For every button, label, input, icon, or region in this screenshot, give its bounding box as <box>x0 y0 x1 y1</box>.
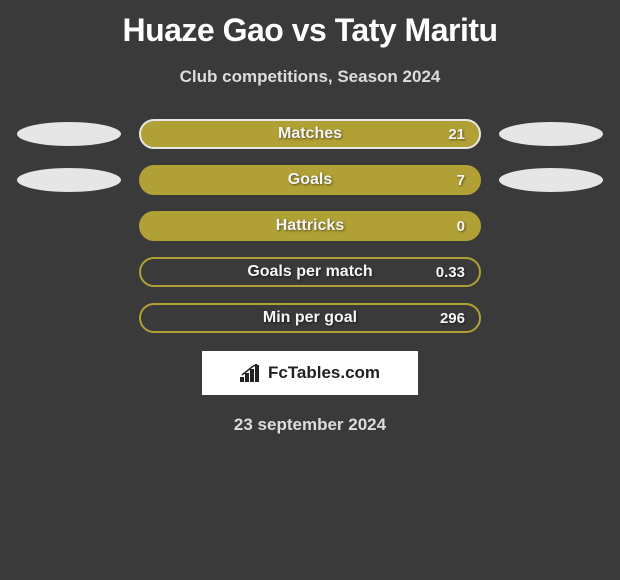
stat-row: Goals per match 0.33 <box>0 257 620 287</box>
stat-value: 7 <box>457 172 465 189</box>
stat-label: Min per goal <box>263 309 357 327</box>
stat-bar: Min per goal 296 <box>139 303 481 333</box>
stat-row: Hattricks 0 <box>0 211 620 241</box>
stat-label: Hattricks <box>276 217 344 235</box>
stat-bar: Goals 7 <box>139 165 481 195</box>
stat-bar: Matches 21 <box>139 119 481 149</box>
stat-value: 296 <box>440 310 465 327</box>
page-title: Huaze Gao vs Taty Maritu <box>0 0 620 49</box>
comparison-chart: Matches 21 Goals 7 Hattricks 0 Goals per… <box>0 119 620 333</box>
left-trail-ellipse <box>17 122 121 146</box>
logo-text: FcTables.com <box>268 363 380 383</box>
stat-bar: Hattricks 0 <box>139 211 481 241</box>
subtitle: Club competitions, Season 2024 <box>0 67 620 87</box>
fctables-logo-icon <box>240 364 264 382</box>
stat-value: 0.33 <box>436 264 465 281</box>
left-trail-ellipse <box>17 168 121 192</box>
right-trail-ellipse <box>499 168 603 192</box>
stat-value: 0 <box>457 218 465 235</box>
stat-bar: Goals per match 0.33 <box>139 257 481 287</box>
stat-row: Min per goal 296 <box>0 303 620 333</box>
stat-row: Matches 21 <box>0 119 620 149</box>
date-text: 23 september 2024 <box>0 415 620 435</box>
stat-label: Goals <box>288 171 332 189</box>
stat-row: Goals 7 <box>0 165 620 195</box>
logo-box: FcTables.com <box>202 351 418 395</box>
stat-label: Goals per match <box>247 263 372 281</box>
stat-value: 21 <box>448 126 465 143</box>
stat-label: Matches <box>278 125 342 143</box>
right-trail-ellipse <box>499 122 603 146</box>
